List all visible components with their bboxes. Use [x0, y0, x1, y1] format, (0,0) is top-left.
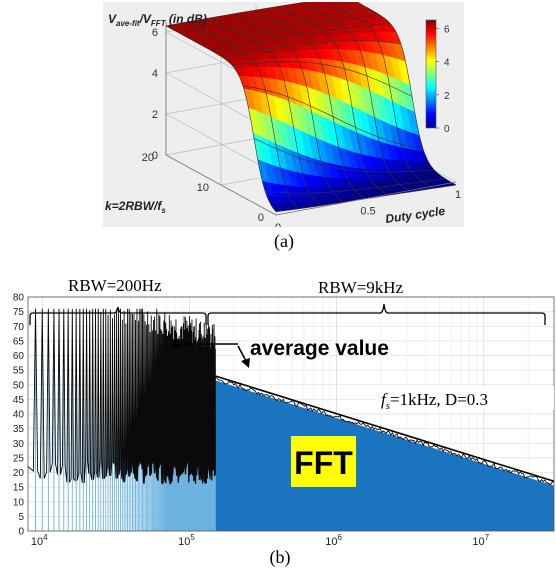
y-tick-label: 60 — [13, 351, 25, 362]
x-tick-label: 106 — [325, 533, 342, 547]
measured-trace — [27, 308, 555, 485]
k-tick-label: 0 — [258, 212, 264, 224]
y-tick-label: 25 — [13, 453, 25, 464]
fft-fill — [215, 380, 554, 531]
average-arrowhead-right — [241, 358, 250, 368]
surface-axes — [165, 21, 457, 216]
y-tick-label: 70 — [13, 322, 25, 333]
y-tick-label: 0 — [18, 527, 24, 538]
rbw-low-brace — [29, 306, 207, 325]
y-tick-label: 15 — [13, 483, 25, 494]
z-tick-label: 6 — [152, 27, 158, 39]
rbw-high-brace — [207, 303, 546, 325]
colorbar-ticks: 0 2 4 6 — [436, 24, 450, 135]
mesh-line — [231, 61, 413, 97]
z-tick-label: 0 — [152, 150, 158, 162]
plot-frame — [27, 296, 555, 532]
colorbar-tick-label: 4 — [444, 58, 450, 69]
k-tick-label: 10 — [197, 182, 209, 194]
y-tick-label: 10 — [13, 497, 25, 508]
y-tick-label: 40 — [13, 410, 25, 421]
fft-label: FFT — [294, 445, 353, 481]
z-axis-label: Vave-fit/VFFT (in dB) — [108, 12, 207, 28]
surface-plot-panel: Vave-fit/VFFT (in dB) k=2RBW/fs Duty cyc… — [103, 2, 464, 227]
average-line — [215, 375, 555, 483]
colorbar-tick-label: 6 — [444, 24, 450, 35]
y-tick-label: 55 — [13, 366, 25, 377]
y-tick-label: 65 — [13, 336, 25, 347]
duty-axis-label: Duty cycle — [384, 204, 446, 226]
duty-tick-label: 0 — [275, 222, 281, 227]
k-axis-label: k=2RBW/fs — [105, 199, 166, 215]
surface-tick-labels: 02460102000.51 — [142, 27, 461, 227]
y-tick-label: 35 — [13, 424, 25, 435]
fft-label-bg — [291, 436, 356, 487]
caption-a: (a) — [274, 231, 294, 251]
spectrum-plot: 0 5 10 15 20 25 30 35 40 45 50 55 60 65 70 75 80 104 105 10… — [13, 276, 555, 548]
mesh-line — [176, 2, 358, 33]
mesh-line — [220, 40, 402, 57]
mesh-line — [242, 85, 424, 150]
average-line-mark — [215, 375, 555, 483]
rbw-low-label: RBW=200Hz — [68, 276, 162, 295]
z-tick-label: 4 — [152, 68, 158, 80]
y-tick-label: 50 — [13, 380, 25, 391]
mesh-line — [198, 14, 380, 45]
y-tick-label: 80 — [13, 293, 25, 304]
duty-tick-label: 1 — [455, 189, 461, 201]
x-tick-label: 104 — [31, 533, 48, 547]
mesh-line — [264, 178, 446, 194]
y-tick-label: 5 — [18, 512, 24, 523]
surface-mesh — [165, 2, 457, 212]
rbw-high-label: RBW=9kHz — [318, 278, 404, 297]
fs-annotation-bg — [376, 386, 554, 410]
y-tick-label: 20 — [13, 468, 25, 479]
colorbar-tick-label: 2 — [444, 91, 450, 102]
y-tick-label: 30 — [13, 439, 25, 450]
average-value-label: average value — [250, 337, 389, 360]
fs-annotation: fs=1kHz, D=0.3 — [381, 390, 488, 412]
measured-spectrum — [27, 308, 555, 485]
y-tick-label: 45 — [13, 395, 25, 406]
colorbar — [425, 19, 437, 129]
y-tick-label: 75 — [13, 307, 25, 318]
average-arrow-right — [237, 345, 247, 362]
mesh-line — [187, 7, 369, 39]
x-tick-label: 105 — [178, 533, 195, 547]
k-axis — [165, 154, 277, 216]
mesh-line — [165, 2, 309, 27]
average-arrowhead-left — [170, 339, 180, 349]
duty-axis — [275, 181, 457, 216]
colorbar-tick-label: 0 — [444, 124, 450, 135]
caption-b: (b) — [269, 547, 291, 567]
z-tick-label: 2 — [152, 109, 158, 121]
duty-tick-label: 0.5 — [360, 206, 375, 218]
surface-plot: Vave-fit/VFFT (in dB) k=2RBW/fs Duty cyc… — [105, 2, 461, 227]
x-tick-label: 107 — [472, 533, 489, 547]
spectrum-tick-labels: 0 5 10 15 20 25 30 35 40 45 50 55 60 65 70 75 80 104 105 10… — [13, 293, 490, 548]
mesh-line — [209, 22, 391, 51]
spectrum-axes — [27, 296, 555, 532]
mesh-line — [253, 138, 435, 173]
k-tick-label: 20 — [142, 152, 154, 164]
